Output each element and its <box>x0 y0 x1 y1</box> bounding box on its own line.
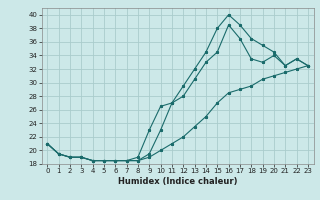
X-axis label: Humidex (Indice chaleur): Humidex (Indice chaleur) <box>118 177 237 186</box>
